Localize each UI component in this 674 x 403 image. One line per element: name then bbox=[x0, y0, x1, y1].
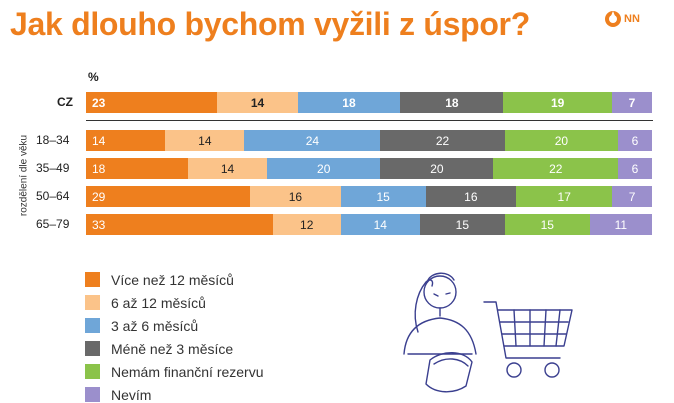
bar-segment-1-1: 14 bbox=[165, 130, 245, 151]
bar-segment-3-1: 16 bbox=[250, 186, 341, 207]
legend-item: Méně než 3 měsíce bbox=[85, 337, 264, 360]
row-label-3: 50–64 bbox=[36, 189, 70, 203]
legend-label: 6 až 12 měsíců bbox=[111, 294, 206, 311]
bar-segment-1-2: 24 bbox=[244, 130, 381, 151]
legend-item: 3 až 6 měsíců bbox=[85, 314, 264, 337]
legend-item: Nevím bbox=[85, 383, 264, 403]
bar-segment-1-3: 22 bbox=[380, 130, 505, 151]
bar-segment-3-2: 15 bbox=[340, 186, 426, 207]
row-label-0: CZ bbox=[57, 95, 73, 109]
bar-segment-4-0: 33 bbox=[86, 214, 273, 235]
bar-segment-1-0: 14 bbox=[86, 130, 166, 151]
bar-segment-1-4: 20 bbox=[504, 130, 618, 151]
legend-label: Nemám finanční rezervu bbox=[111, 363, 264, 380]
bar-segment-0-0: 23 bbox=[86, 92, 218, 113]
legend: Více než 12 měsíců 6 až 12 měsíců 3 až 6 m… bbox=[85, 268, 264, 403]
bar-segment-0-2: 18 bbox=[297, 92, 401, 113]
bar-segment-0-3: 18 bbox=[400, 92, 504, 113]
bar-segment-0-1: 14 bbox=[217, 92, 298, 113]
bar-row-1: 14 14 24 22 20 6 bbox=[86, 130, 652, 151]
bar-segment-0-4: 19 bbox=[503, 92, 612, 113]
wallet-icon bbox=[425, 352, 473, 393]
legend-label: Méně než 3 měsíce bbox=[111, 340, 234, 357]
logo-text: NN bbox=[624, 13, 640, 25]
bar-row-3: 29 16 15 16 17 7 bbox=[86, 186, 652, 207]
bar-segment-2-5: 6 bbox=[618, 158, 652, 179]
bar-segment-4-1: 12 bbox=[272, 214, 341, 235]
legend-swatch bbox=[85, 295, 100, 310]
legend-swatch bbox=[85, 272, 100, 287]
row-label-4: 65–79 bbox=[36, 217, 70, 231]
legend-item: Více než 12 měsíců bbox=[85, 268, 264, 291]
bar-segment-3-5: 7 bbox=[612, 186, 652, 207]
lion-icon bbox=[605, 11, 621, 27]
bar-segment-4-4: 15 bbox=[504, 214, 590, 235]
bar-segment-4-2: 14 bbox=[340, 214, 420, 235]
bar-segment-3-3: 16 bbox=[425, 186, 517, 207]
row-label-2: 35–49 bbox=[36, 161, 70, 175]
thinking-person-icon bbox=[403, 272, 477, 355]
legend-label: 3 až 6 měsíců bbox=[111, 317, 199, 334]
legend-swatch bbox=[85, 318, 100, 333]
bar-row-2: 18 14 20 20 22 6 bbox=[86, 158, 652, 179]
bar-segment-3-0: 29 bbox=[86, 186, 251, 207]
bar-segment-1-5: 6 bbox=[618, 130, 652, 151]
bar-segment-4-3: 15 bbox=[419, 214, 505, 235]
percent-label: % bbox=[88, 70, 99, 84]
bar-segment-2-1: 14 bbox=[187, 158, 268, 179]
legend-label: Více než 12 měsíců bbox=[111, 271, 234, 288]
bar-segment-0-5: 7 bbox=[611, 92, 652, 113]
separator-line bbox=[86, 120, 653, 121]
legend-swatch bbox=[85, 341, 100, 356]
legend-label: Nevím bbox=[111, 386, 152, 403]
bar-segment-3-4: 17 bbox=[516, 186, 613, 207]
row-label-1: 18–34 bbox=[36, 133, 70, 147]
legend-swatch bbox=[85, 364, 100, 379]
bar-segment-2-2: 20 bbox=[267, 158, 381, 179]
bar-row-0: 23 14 18 18 19 7 bbox=[86, 92, 652, 113]
bar-segment-2-3: 20 bbox=[380, 158, 494, 179]
age-group-axis-label: rozdělení dle věku bbox=[18, 134, 30, 217]
bar-segment-4-5: 11 bbox=[589, 214, 652, 235]
bar-segment-2-4: 22 bbox=[493, 158, 618, 179]
illustration bbox=[403, 272, 573, 393]
page-title: Jak dlouho bychom vyžili z úspor? bbox=[10, 6, 530, 42]
legend-item: Nemám finanční rezervu bbox=[85, 360, 264, 383]
bar-row-4: 33 12 14 15 15 11 bbox=[86, 214, 652, 235]
shopping-cart-icon bbox=[483, 301, 573, 378]
nn-logo: NN bbox=[603, 9, 659, 31]
legend-swatch bbox=[85, 387, 100, 402]
legend-item: 6 až 12 měsíců bbox=[85, 291, 264, 314]
bar-segment-2-0: 18 bbox=[86, 158, 188, 179]
